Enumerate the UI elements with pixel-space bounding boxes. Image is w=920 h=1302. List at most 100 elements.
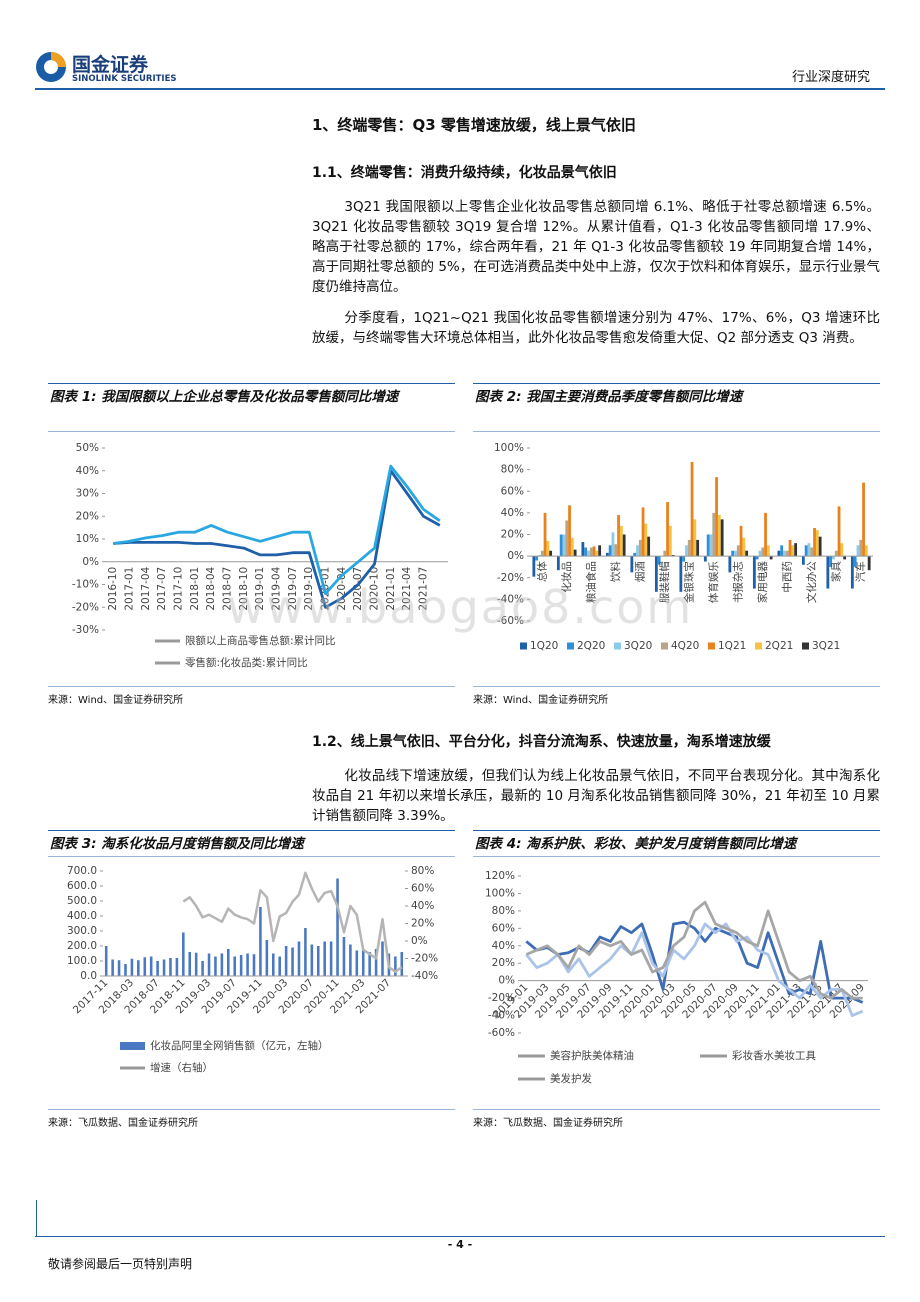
bar	[731, 550, 735, 557]
bar	[271, 953, 275, 976]
x-tick-label: 总体	[535, 561, 548, 582]
bar	[804, 545, 808, 557]
y-tick-label: -60%	[488, 1027, 515, 1039]
bar	[265, 940, 269, 976]
bar	[687, 539, 691, 557]
bar	[843, 556, 847, 560]
bar	[568, 505, 571, 557]
bar	[706, 534, 710, 557]
bar	[124, 964, 127, 976]
bar	[739, 525, 743, 557]
y-tick-label: 20%	[411, 918, 434, 930]
figure: 图表 3: 淘系化妆品月度销售额及同比增速 0.0 100.0 200.0 300.0…	[48, 830, 455, 1129]
y-tick-label: -20%	[72, 601, 99, 613]
chart: 0.0 100.0 200.0 300.0 400.0 500.0 600.0 700.0 -4…	[67, 865, 438, 1074]
legend-swatch	[120, 1042, 145, 1050]
logo-cn: 国金证券	[72, 54, 149, 76]
bar	[696, 539, 700, 557]
y-tick-label: -30%	[72, 624, 99, 636]
figure-title: 图表 4: 淘系护肤、彩妆、美护发月度销售额同比增速	[473, 830, 880, 857]
legend-label: 4Q20	[671, 640, 699, 652]
bar	[644, 523, 648, 557]
bar	[608, 545, 612, 557]
x-tick-label: 2017-07	[156, 567, 168, 611]
bar	[641, 507, 645, 557]
bar	[565, 520, 569, 557]
bar	[201, 961, 204, 976]
bar	[755, 556, 759, 560]
bar	[252, 954, 256, 976]
bar	[278, 956, 281, 976]
bar	[766, 545, 770, 557]
bar	[668, 525, 672, 557]
bar	[647, 536, 651, 557]
x-tick-label: 文化办公	[805, 561, 818, 603]
x-tick-label: 体育娱乐	[707, 561, 720, 603]
bar	[785, 550, 789, 557]
bar	[712, 512, 716, 557]
paragraph: 3Q21 我国限额以上零售企业化妆品零售总额同增 6.1%、略低于社零总额增速 …	[312, 199, 880, 295]
heading: 1、终端零售：Q3 零售增速放缓，线上景气依旧	[312, 116, 636, 134]
bar	[758, 550, 762, 557]
bar	[394, 956, 397, 976]
x-tick-label: 金银珠宝	[682, 561, 695, 603]
y-tick-label: 400.0	[67, 910, 97, 922]
y-tick-label: 80%	[501, 464, 524, 476]
y-tick-label: 300.0	[67, 925, 97, 937]
bar	[679, 556, 683, 592]
bar	[156, 961, 159, 976]
paragraph: 化妆品线下增速放缓，但我们认为线上化妆品景气依旧，不同平台表现分化。其中淘系化妆…	[312, 768, 880, 824]
figure-source: 来源：Wind、国金证券研究所	[473, 686, 880, 706]
subheading: 1.2、线上景气依旧、平台分化，抖音分流淘系、快速放量，淘系增速放缓	[312, 734, 771, 750]
paragraph: 分季度看，1Q21~Q21 我国化妆品零售额增速分别为 47%、17%、6%，Q…	[312, 310, 880, 346]
bar	[720, 519, 724, 557]
bar	[832, 556, 835, 560]
bar	[815, 530, 819, 557]
y-tick-label: 100%	[485, 887, 515, 899]
y-tick-label: 500.0	[67, 895, 97, 907]
bar	[543, 512, 547, 557]
x-tick-label: 2018-04	[205, 566, 217, 610]
bar	[227, 949, 230, 976]
legend-label: 彩妆香水美妆工具	[732, 1049, 816, 1062]
bar	[614, 544, 618, 557]
legend-swatch	[661, 642, 668, 650]
bar	[570, 537, 574, 557]
legend-label: 美发护发	[550, 1072, 592, 1085]
bar	[837, 506, 841, 557]
bar	[715, 477, 718, 557]
legend-label: 1Q21	[718, 640, 746, 652]
logo-en: SINOLINK SECURITIES	[72, 74, 177, 84]
x-tick-label: 汽车	[854, 561, 867, 582]
bar	[840, 543, 844, 557]
bar	[535, 556, 539, 561]
line	[182, 871, 403, 973]
bar	[239, 955, 243, 976]
chart: -60%-40%-20%0%20%40%60%80%100%120%2019-0…	[485, 870, 868, 1085]
bar	[742, 537, 746, 557]
bar	[801, 556, 805, 565]
bar	[246, 953, 249, 976]
legend-label: 限额以上商品零售总额:累计同比	[185, 634, 336, 647]
y-tick-label: 50%	[76, 442, 99, 454]
bar	[666, 502, 669, 557]
header-rule	[35, 88, 885, 90]
bar	[654, 556, 658, 592]
x-tick-label: 2019-04	[271, 566, 283, 610]
bar	[137, 960, 140, 976]
bar	[589, 547, 593, 557]
bar	[752, 556, 756, 589]
disclaimer: 敬请参阅最后一页特别声明	[48, 1257, 193, 1271]
legend-label: 增速（右轴）	[150, 1061, 213, 1074]
bar	[355, 950, 359, 976]
bar	[381, 941, 384, 976]
bar	[304, 928, 307, 976]
x-tick-label: 中西药	[780, 561, 793, 593]
line	[525, 900, 863, 1000]
bar	[813, 528, 816, 557]
bar	[703, 556, 707, 562]
bar	[850, 556, 854, 589]
bar	[214, 956, 217, 976]
bar	[188, 952, 192, 976]
bar	[807, 543, 811, 557]
